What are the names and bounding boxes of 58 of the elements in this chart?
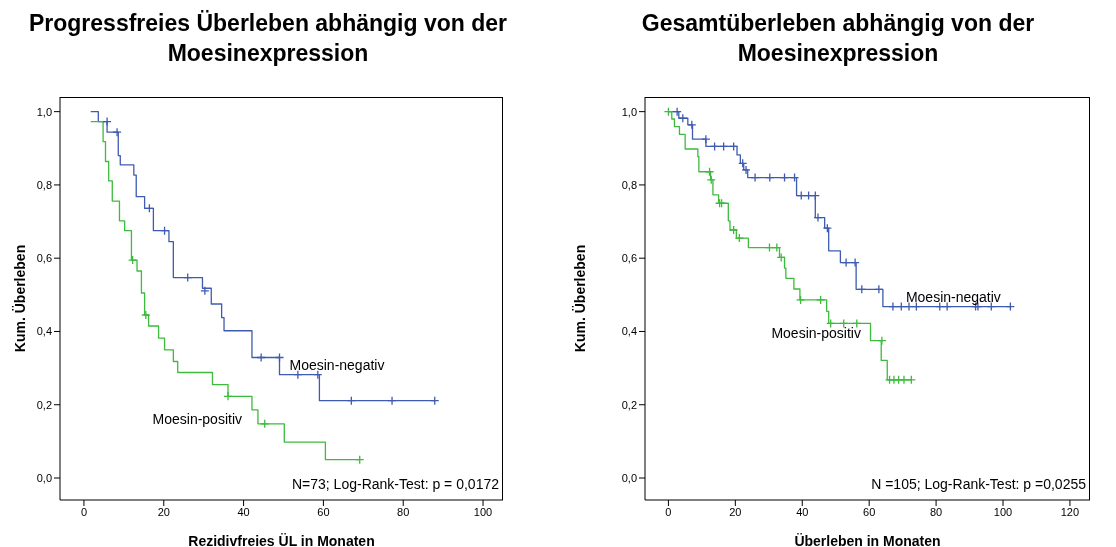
x-tick-label: 100 xyxy=(993,505,1013,518)
point xyxy=(200,286,210,296)
x-tick-label: 20 xyxy=(729,505,742,518)
x-axis-title: Rezidivfreies ÜL in Monaten xyxy=(188,533,375,547)
chart-title: Progressfreies Überleben abhängig von der Moesinexpression xyxy=(28,9,508,68)
y-axis-title: Kum. Überleben xyxy=(571,244,588,353)
x-tick-label: 20 xyxy=(157,505,170,518)
x-tick-label: 40 xyxy=(237,505,250,518)
y-tick-label: 0,4 xyxy=(36,325,52,338)
annotation: N=73; Log-Rank-Test: p = 0,0172 xyxy=(291,476,499,492)
y-tick-label: 0,6 xyxy=(36,252,52,265)
y-tick-label: 0,4 xyxy=(621,325,637,338)
series-label: Moesin-negativ xyxy=(905,288,1001,305)
point xyxy=(899,375,909,385)
chart-title: Gesamtüberleben abhängig von der Moesinexpression xyxy=(640,9,1036,68)
x-tick-label: 80 xyxy=(397,505,410,518)
point xyxy=(888,301,898,312)
point xyxy=(850,257,860,268)
y-tick-label: 0,0 xyxy=(36,471,52,484)
point xyxy=(387,396,397,406)
y-tick-label: 0,6 xyxy=(621,252,637,265)
x-tick-label: 0 xyxy=(80,505,88,518)
point xyxy=(127,255,138,265)
y-tick-label: 0,2 xyxy=(36,398,52,411)
point xyxy=(102,116,112,127)
point xyxy=(256,352,266,363)
point xyxy=(874,284,884,294)
point xyxy=(141,310,151,320)
x-tick-label: 0 xyxy=(665,505,672,518)
y-tick-label: 1,0 xyxy=(621,105,637,118)
x-tick-label: 100 xyxy=(473,505,493,518)
x-tick-label: 120 xyxy=(1060,505,1080,518)
series-label: Moesin-positiv xyxy=(152,411,243,428)
series-label: Moesin-negativ xyxy=(289,356,385,373)
point xyxy=(729,225,739,235)
y-axis-title: Kum. Überleben xyxy=(11,244,28,353)
y-tick-label: 1,0 xyxy=(36,105,52,118)
point xyxy=(795,295,806,305)
x-tick-label: 60 xyxy=(863,505,876,518)
point xyxy=(701,134,711,144)
x-axis-title: Überleben in Monaten xyxy=(794,533,941,547)
y-tick-label: 0,0 xyxy=(621,471,637,484)
x-tick-label: 60 xyxy=(317,505,330,518)
point xyxy=(223,391,233,401)
point xyxy=(816,295,826,305)
point xyxy=(841,257,851,268)
y-tick-label: 0,8 xyxy=(621,178,637,191)
annotation: N =105; Log-Rank-Test: p =0,0255 xyxy=(871,476,1086,492)
y-tick-label: 0,2 xyxy=(621,398,637,411)
point xyxy=(813,212,823,223)
point xyxy=(877,335,887,346)
point xyxy=(734,233,744,243)
point xyxy=(112,127,122,137)
series-label: Moesin-positiv xyxy=(771,324,861,341)
x-tick-label: 40 xyxy=(796,505,809,518)
y-tick-label: 0,8 xyxy=(36,178,52,191)
point xyxy=(750,172,760,183)
x-tick-label: 80 xyxy=(929,505,943,518)
